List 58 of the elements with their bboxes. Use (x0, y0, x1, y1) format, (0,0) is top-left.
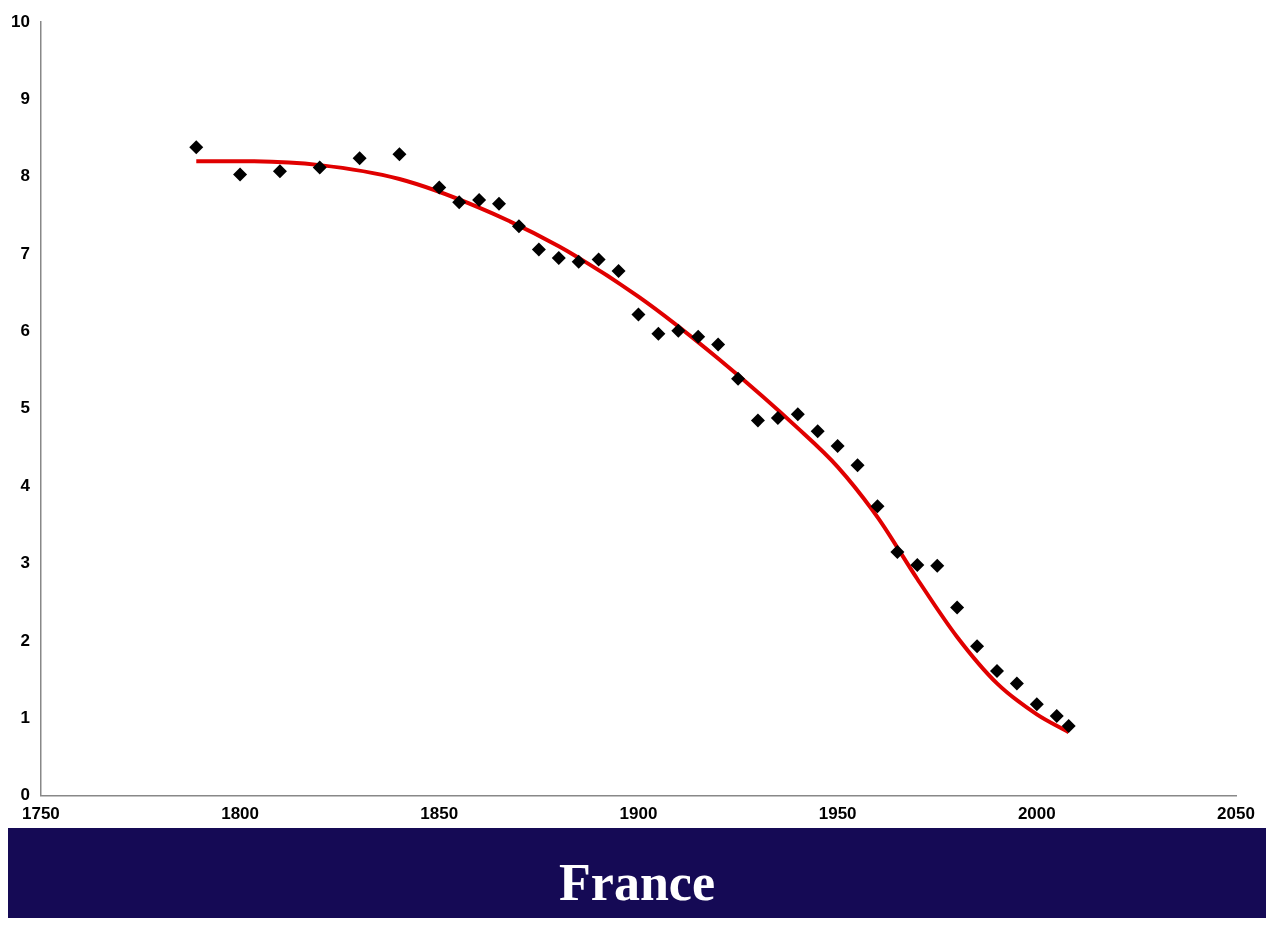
y-tick-label: 9 (20, 89, 30, 109)
x-tick-label: 1950 (818, 804, 857, 824)
point (830, 438, 845, 453)
y-tick-label: 6 (20, 321, 30, 341)
point (392, 147, 407, 162)
y-tick-label: 4 (20, 475, 31, 495)
point (571, 254, 586, 269)
point (631, 307, 646, 322)
point (272, 164, 287, 179)
point (233, 167, 248, 182)
y-tick-label: 7 (20, 243, 30, 263)
point (551, 250, 566, 265)
y-tick-label: 2 (20, 630, 30, 650)
point (472, 192, 487, 207)
point (930, 558, 945, 573)
point (1049, 708, 1064, 723)
point (1009, 676, 1024, 691)
y-tick-label: 10 (10, 11, 30, 31)
y-tick-label: 8 (20, 166, 30, 186)
x-tick-label: 1750 (22, 804, 60, 824)
point (432, 180, 447, 195)
point (970, 639, 985, 654)
x-tick-label: 1850 (420, 804, 459, 824)
x-tick-label: 2050 (1217, 804, 1255, 824)
point (850, 458, 865, 473)
point (770, 411, 785, 426)
point (731, 371, 746, 386)
point (810, 424, 825, 439)
point (1029, 697, 1044, 712)
point (591, 252, 606, 267)
point (691, 329, 706, 344)
y-tick-label: 3 (20, 553, 30, 573)
point (989, 664, 1004, 679)
point (671, 323, 686, 338)
point (651, 326, 666, 341)
point (1061, 718, 1076, 733)
point (189, 140, 204, 155)
point (950, 600, 965, 615)
point (492, 196, 507, 211)
point (452, 195, 467, 210)
point (711, 337, 726, 352)
text: France (8, 828, 1266, 918)
point (790, 407, 805, 422)
point (312, 160, 327, 175)
point (352, 151, 367, 166)
point (870, 499, 885, 514)
point (511, 219, 526, 234)
y-tick-label: 1 (20, 707, 30, 727)
point (890, 544, 905, 559)
x-tick-label: 1800 (221, 804, 260, 824)
point (531, 242, 546, 257)
x-tick-label: 2000 (1017, 804, 1056, 824)
point (611, 264, 626, 279)
point (750, 413, 765, 428)
x-tick-label: 1900 (619, 804, 658, 824)
point (910, 558, 925, 573)
y-tick-label: 0 (20, 785, 30, 805)
y-tick-label: 5 (20, 398, 30, 418)
